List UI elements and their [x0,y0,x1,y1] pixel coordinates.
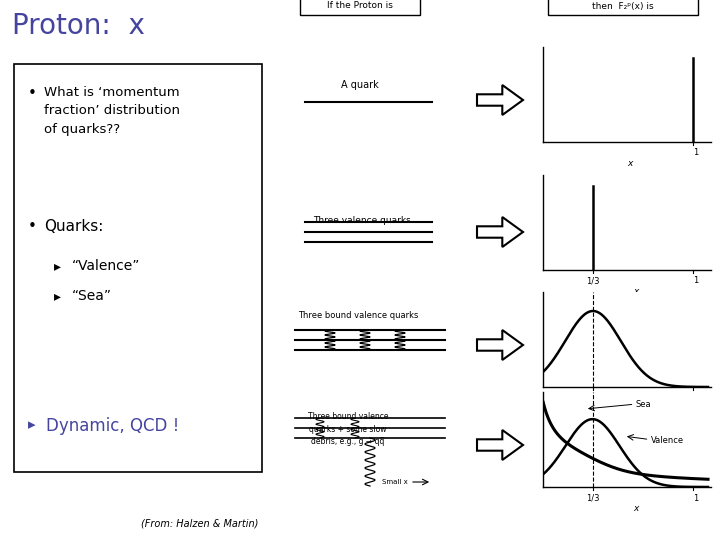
Text: x: x [634,287,639,296]
Text: Proton:  x: Proton: x [12,12,145,40]
Text: x: x [634,504,639,513]
Text: 1/3: 1/3 [586,276,600,285]
Polygon shape [477,217,523,247]
Text: Dynamic, QCD !: Dynamic, QCD ! [46,417,179,435]
Bar [300,0,420,15]
Bar [14,64,262,472]
Text: 1: 1 [693,494,698,503]
Text: “Valence”: “Valence” [72,259,140,273]
Text: If the Proton is: If the Proton is [327,2,393,10]
Text: 1: 1 [693,148,698,157]
Bar [548,0,698,15]
Text: x: x [627,159,633,168]
Text: ▸: ▸ [54,289,61,303]
Text: 1: 1 [693,393,698,402]
Text: ▸: ▸ [28,417,35,432]
Text: Three bound valence quarks: Three bound valence quarks [298,311,418,320]
Polygon shape [477,330,523,360]
Polygon shape [477,430,523,460]
Text: •: • [28,219,37,234]
Text: •: • [28,86,37,101]
Text: 1/3: 1/3 [586,494,600,503]
Text: “Sea”: “Sea” [72,289,112,303]
Text: Small x: Small x [382,479,408,485]
Text: then  F₂ᵖ(x) is: then F₂ᵖ(x) is [592,2,654,10]
Text: 1/3: 1/3 [586,393,600,402]
Polygon shape [477,85,523,115]
Text: Sea: Sea [636,400,652,409]
Text: A quark: A quark [341,80,379,90]
Text: x: x [634,404,639,413]
Text: What is ‘momentum
fraction’ distribution
of quarks??: What is ‘momentum fraction’ distribution… [44,86,180,136]
Text: Valence: Valence [651,436,684,446]
Text: Three valence quarks: Three valence quarks [313,216,411,225]
Text: ▸: ▸ [54,259,61,273]
Text: Three bound valence
quarks + some slow
debris, e.g., g → qq̅: Three bound valence quarks + some slow d… [307,412,388,446]
Text: (From: Halzen & Martin): (From: Halzen & Martin) [141,518,258,528]
Text: 1: 1 [693,276,698,285]
Text: Quarks:: Quarks: [44,219,104,234]
